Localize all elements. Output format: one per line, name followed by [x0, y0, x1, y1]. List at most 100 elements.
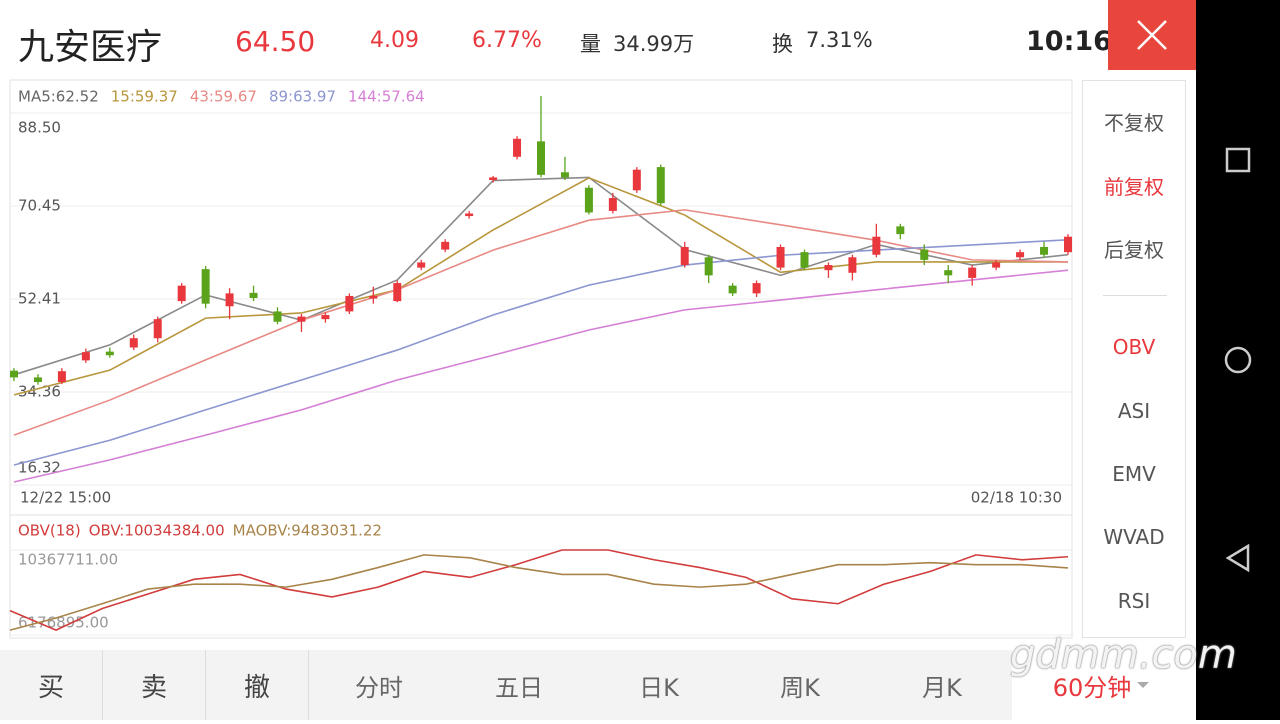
candle-body	[465, 213, 474, 217]
candle-body	[513, 138, 522, 157]
candle-body	[728, 285, 737, 294]
y-tick-label: 34.36	[18, 383, 61, 401]
change-pct: 6.77%	[472, 28, 542, 53]
indicator-option[interactable]: WVAD	[1103, 525, 1165, 549]
candle-body	[153, 319, 162, 339]
x-end-label: 02/18 10:30	[971, 489, 1062, 507]
candle-body	[81, 352, 90, 361]
candle-body	[369, 295, 378, 299]
close-icon	[1137, 20, 1167, 50]
candle-body	[249, 292, 258, 299]
indicator-option[interactable]: ASI	[1117, 399, 1151, 423]
watermark: gdmm.com	[1010, 632, 1237, 678]
candle-body	[944, 270, 953, 276]
ma-line	[13, 176, 1069, 376]
change: 4.09	[370, 28, 419, 53]
ma-legend: 144:57.64	[348, 88, 425, 106]
candle-body	[273, 311, 282, 322]
candle-body	[201, 269, 210, 304]
obv-tick-label: 10367711.00	[18, 551, 118, 569]
period-tab[interactable]: 日K	[639, 673, 679, 702]
price: 64.50	[235, 25, 316, 58]
candle-body	[776, 246, 785, 268]
candle-body	[896, 226, 905, 235]
trade-button[interactable]: 撤	[206, 650, 309, 720]
period-label: 60分钟	[1052, 673, 1132, 702]
y-tick-label: 88.50	[18, 119, 61, 137]
obv-line	[9, 549, 1069, 631]
indicator-option[interactable]: RSI	[1117, 589, 1151, 613]
candle-body	[10, 370, 18, 378]
y-tick-label: 70.45	[18, 197, 61, 215]
candle-body	[656, 167, 665, 204]
candle-body	[345, 295, 354, 312]
obv-legend: MAOBV:9483031.22	[233, 522, 382, 540]
candle-body	[992, 262, 1001, 268]
nav-bar	[1196, 0, 1280, 720]
nav-icons	[1224, 147, 1252, 573]
candle-body	[297, 316, 306, 322]
candle-body	[129, 338, 138, 348]
candle-body	[1040, 246, 1049, 255]
candle-body	[1016, 252, 1025, 258]
chart-frame	[9, 79, 1073, 639]
ma-legend: 43:59.67	[190, 88, 257, 106]
chart: 12/22 15:00 02/18 10:30 88.50 70.45 52.41 3…	[9, 79, 1073, 639]
candle-body	[393, 283, 402, 302]
candle-body	[560, 172, 569, 178]
sidebar: 不复权 前复权 后复权 OBV ASI EMV WVAD RSI	[1082, 80, 1186, 638]
obv-line	[9, 554, 1069, 631]
trade-button[interactable]: 卖	[103, 650, 206, 720]
candle-body	[489, 177, 498, 180]
indicator-option[interactable]: OBV	[1112, 335, 1156, 359]
adjust-option[interactable]: 后复权	[1104, 238, 1164, 262]
ma-line	[13, 269, 1069, 483]
candle-body	[584, 187, 593, 213]
period-tab[interactable]: 分时	[355, 673, 403, 702]
period-tab[interactable]: 月K	[922, 673, 962, 702]
candle-body	[848, 257, 857, 273]
candle-body	[968, 267, 977, 278]
candle-body	[177, 285, 186, 302]
candle-body	[105, 351, 114, 356]
candle-body	[920, 249, 929, 260]
ma-legend: MA5:62.52	[18, 88, 99, 106]
candle-body	[441, 241, 450, 250]
candle-body	[321, 315, 330, 320]
candle-body	[680, 246, 689, 266]
bottom-bar	[0, 650, 1196, 720]
candle-body	[417, 262, 426, 268]
candle-body	[632, 169, 641, 191]
separator	[1103, 295, 1167, 296]
turnover: 7.31%	[806, 28, 873, 52]
period-tab-active[interactable]: 60分钟	[1012, 650, 1196, 720]
ma-line	[13, 209, 1069, 436]
period-tab[interactable]: 周K	[780, 673, 820, 702]
dropdown-arrow	[1137, 682, 1150, 688]
adjust-option[interactable]: 前复权	[1104, 175, 1164, 199]
stock-name: 九安医疗	[18, 27, 163, 68]
y-tick-label: 16.32	[18, 459, 61, 477]
period-tab[interactable]: 五日	[495, 673, 543, 702]
volume: 34.99万	[613, 32, 695, 56]
adjust-option[interactable]: 不复权	[1104, 111, 1164, 135]
obv-legend: OBV:10034384.00	[89, 522, 225, 540]
close-button[interactable]	[1108, 0, 1196, 70]
ma-line	[13, 238, 1069, 466]
candle-body	[57, 371, 66, 383]
candle-body	[1064, 236, 1072, 253]
ma-legend: 89:63.97	[269, 88, 336, 106]
candle-body	[752, 283, 761, 294]
trade-button[interactable]: 买	[0, 650, 103, 720]
candle-body	[225, 293, 234, 307]
candle-body	[824, 265, 833, 271]
candle-body	[872, 236, 881, 255]
ma-line	[13, 177, 1068, 396]
candle-body	[537, 141, 545, 175]
volume-label: 量	[580, 32, 601, 56]
indicator-option[interactable]: EMV	[1112, 462, 1156, 486]
candle-body	[33, 377, 42, 383]
x-start-label: 12/22 15:00	[20, 489, 111, 507]
ma-legend: 15:59.37	[111, 88, 178, 106]
